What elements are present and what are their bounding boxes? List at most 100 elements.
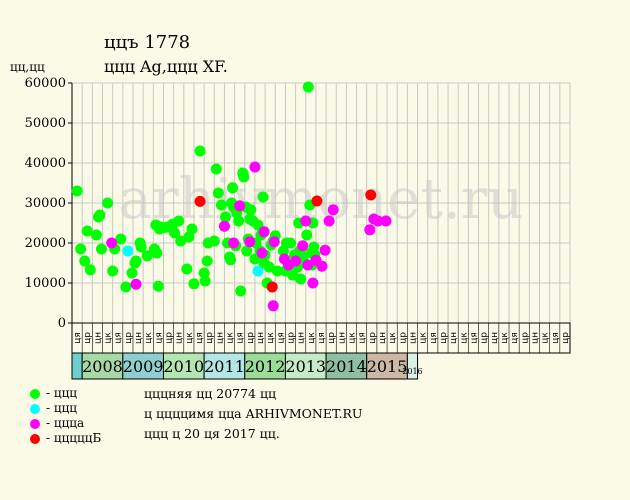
month-label: цр [480, 332, 490, 344]
year-label: 2015 [367, 357, 408, 376]
month-label: цн [490, 332, 500, 344]
month-label: цр [520, 332, 530, 344]
month-label: цк [347, 332, 357, 344]
y-tick-label: 0 [58, 316, 66, 331]
month-label: ця [195, 332, 205, 344]
year-cell [122, 352, 164, 380]
month-label: цн [93, 332, 103, 344]
month-label: цн [530, 332, 540, 344]
year-label: 2012 [245, 357, 286, 376]
month-label: цр [124, 332, 134, 344]
data-point-green [198, 267, 210, 279]
month-label: ця [469, 332, 479, 344]
data-point-cyan [252, 265, 264, 277]
page-title: ццъ 1778 [104, 32, 191, 53]
data-point-green [81, 225, 93, 237]
legend-item: - цццццБ [30, 431, 101, 445]
data-point-green [227, 182, 239, 194]
month-label: цр [561, 332, 571, 344]
data-point-green [295, 273, 307, 285]
month-label: цн [256, 332, 266, 344]
data-point-green [71, 185, 83, 197]
y-tick-label: 20000 [25, 236, 66, 251]
month-label: цр [287, 332, 297, 344]
legend-swatch [30, 388, 40, 399]
year-label: 2013 [285, 357, 326, 376]
footnote-average: цццняя цц 20774 цц [144, 386, 277, 401]
data-point-green [308, 241, 320, 253]
data-point-green [181, 263, 193, 275]
data-point-magenta [256, 247, 268, 259]
data-point-green [95, 243, 107, 255]
data-point-green [75, 243, 87, 255]
data-point-green [225, 254, 237, 266]
month-label: цн [215, 332, 225, 344]
data-point-magenta [106, 237, 118, 249]
data-point-magenta [218, 220, 230, 232]
data-point-green [120, 281, 132, 293]
month-label: ця [236, 332, 246, 344]
month-label: цн [297, 332, 307, 344]
data-point-magenta [228, 237, 240, 249]
month-label: ця [73, 332, 83, 344]
legend-label: - цццa [46, 416, 85, 430]
page-subtitle: ццц Ag,ццц XF. [104, 57, 228, 76]
month-label: цк [500, 332, 510, 344]
data-point-green [84, 264, 96, 276]
data-point-green [210, 163, 222, 175]
month-label: цр [246, 332, 256, 344]
year-label: 2016 [402, 367, 422, 376]
data-point-red [194, 195, 206, 207]
data-point-magenta [297, 240, 309, 252]
data-point-magenta [302, 259, 314, 271]
data-point-green [263, 261, 275, 273]
data-point-magenta [130, 278, 142, 290]
data-point-magenta [307, 277, 319, 289]
month-label: цн [134, 332, 144, 344]
month-label: цк [307, 332, 317, 344]
data-point-magenta [249, 161, 261, 173]
data-point-magenta [268, 236, 280, 248]
year-cell [366, 352, 408, 380]
month-label: ця [276, 332, 286, 344]
y-tick-label: 50000 [25, 116, 66, 131]
data-point-green [130, 255, 142, 267]
year-cell [406, 352, 419, 380]
data-point-magenta [267, 300, 279, 312]
data-point-green [107, 265, 119, 277]
year-cell [203, 352, 246, 380]
data-point-green [152, 280, 164, 292]
month-label: цк [419, 332, 429, 344]
data-point-red [266, 281, 278, 293]
data-point-green [257, 191, 269, 203]
data-point-green [173, 215, 185, 227]
month-label: цр [327, 332, 337, 344]
data-point-green [302, 81, 314, 93]
year-cell [71, 352, 83, 380]
data-point-red [311, 195, 323, 207]
legend-item: - ццц [30, 401, 77, 415]
data-point-green [241, 245, 253, 257]
month-label: цр [439, 332, 449, 344]
data-point-green [194, 145, 206, 157]
month-label: цн [408, 332, 418, 344]
data-point-green [245, 204, 257, 216]
year-cell [244, 352, 286, 380]
month-label: цр [398, 332, 408, 344]
data-point-magenta [244, 236, 256, 248]
data-point-magenta [372, 215, 384, 227]
data-point-magenta [290, 255, 302, 267]
month-label: ця [154, 332, 164, 344]
data-point-green [271, 265, 283, 277]
month-label: цк [185, 332, 195, 344]
legend-item: - ццц [30, 386, 77, 400]
data-point-green [215, 199, 227, 211]
year-label: 2011 [204, 357, 245, 376]
data-point-magenta [380, 215, 392, 227]
month-label: цк [459, 332, 469, 344]
data-point-green [94, 209, 106, 221]
footnote-date: ццц ц 20 ця 2017 цц. [144, 426, 280, 441]
month-label: цк [266, 332, 276, 344]
month-label: ця [114, 332, 124, 344]
